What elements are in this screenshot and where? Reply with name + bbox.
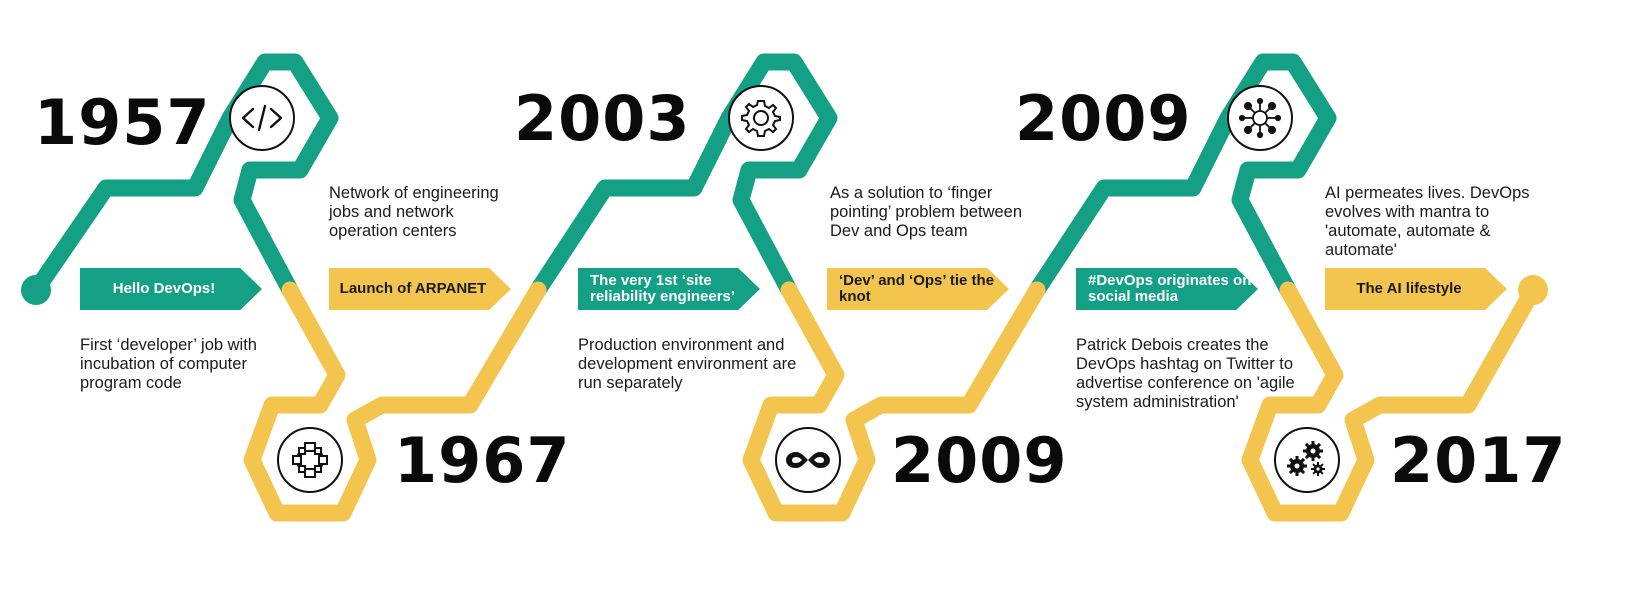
tag-site-reliability: The very 1st ‘site reliability engineers… bbox=[578, 268, 760, 310]
gears-icon bbox=[1274, 427, 1340, 493]
year-2009-top: 2009 bbox=[1015, 82, 1192, 155]
tag-ai-lifestyle: The AI lifestyle bbox=[1325, 268, 1507, 310]
infinity-icon bbox=[775, 427, 841, 493]
tag-label: Hello DevOps! bbox=[112, 280, 216, 297]
tag-hello-devops: Hello DevOps! bbox=[80, 268, 262, 310]
path-segment-2009-bottom bbox=[742, 281, 1046, 522]
desc-2009-top: Patrick Debois creates the DevOps hashta… bbox=[1076, 336, 1295, 411]
path-segment-2003 bbox=[529, 53, 838, 299]
desc-2003: Production environment and development e… bbox=[578, 336, 797, 392]
hub-network-icon bbox=[1227, 85, 1293, 151]
tag-devops-social: #DevOps originates on social media bbox=[1076, 268, 1258, 310]
year-2017: 2017 bbox=[1390, 424, 1567, 497]
year-2009-bottom: 2009 bbox=[891, 424, 1068, 497]
path-segment-2009-top bbox=[1028, 53, 1337, 299]
gear-icon bbox=[728, 85, 794, 151]
path-segment-2017 bbox=[1241, 281, 1542, 522]
tag-label: ‘Dev’ and ‘Ops’ tie the knot bbox=[839, 272, 995, 305]
tag-label: #DevOps originates on social media bbox=[1088, 272, 1252, 305]
timeline-end-dot bbox=[1518, 275, 1548, 305]
desc-1957: First ‘developer’ job with incubation of… bbox=[80, 336, 257, 392]
tag-launch-arpanet: Launch of ARPANET bbox=[329, 268, 511, 310]
path-segment-1957 bbox=[27, 53, 339, 299]
path-segment-1967 bbox=[243, 281, 547, 522]
desc-2009-bottom: As a solution to ‘finger pointing’ probl… bbox=[830, 184, 1023, 240]
year-1957: 1957 bbox=[34, 86, 211, 159]
year-2003: 2003 bbox=[514, 82, 691, 155]
year-1967: 1967 bbox=[394, 424, 571, 497]
tag-dev-ops-tie: ‘Dev’ and ‘Ops’ tie the knot bbox=[827, 268, 1009, 310]
tag-label: The AI lifestyle bbox=[1356, 280, 1462, 297]
tag-label: The very 1st ‘site reliability engineers… bbox=[590, 272, 736, 305]
network-nodes-icon bbox=[277, 427, 343, 493]
code-icon bbox=[229, 85, 295, 151]
tag-label: Launch of ARPANET bbox=[339, 280, 487, 297]
desc-1967: Network of engineering jobs and network … bbox=[329, 184, 499, 240]
desc-2017: AI permeates lives. DevOps evolves with … bbox=[1325, 184, 1530, 259]
timeline-start-dot bbox=[21, 275, 51, 305]
